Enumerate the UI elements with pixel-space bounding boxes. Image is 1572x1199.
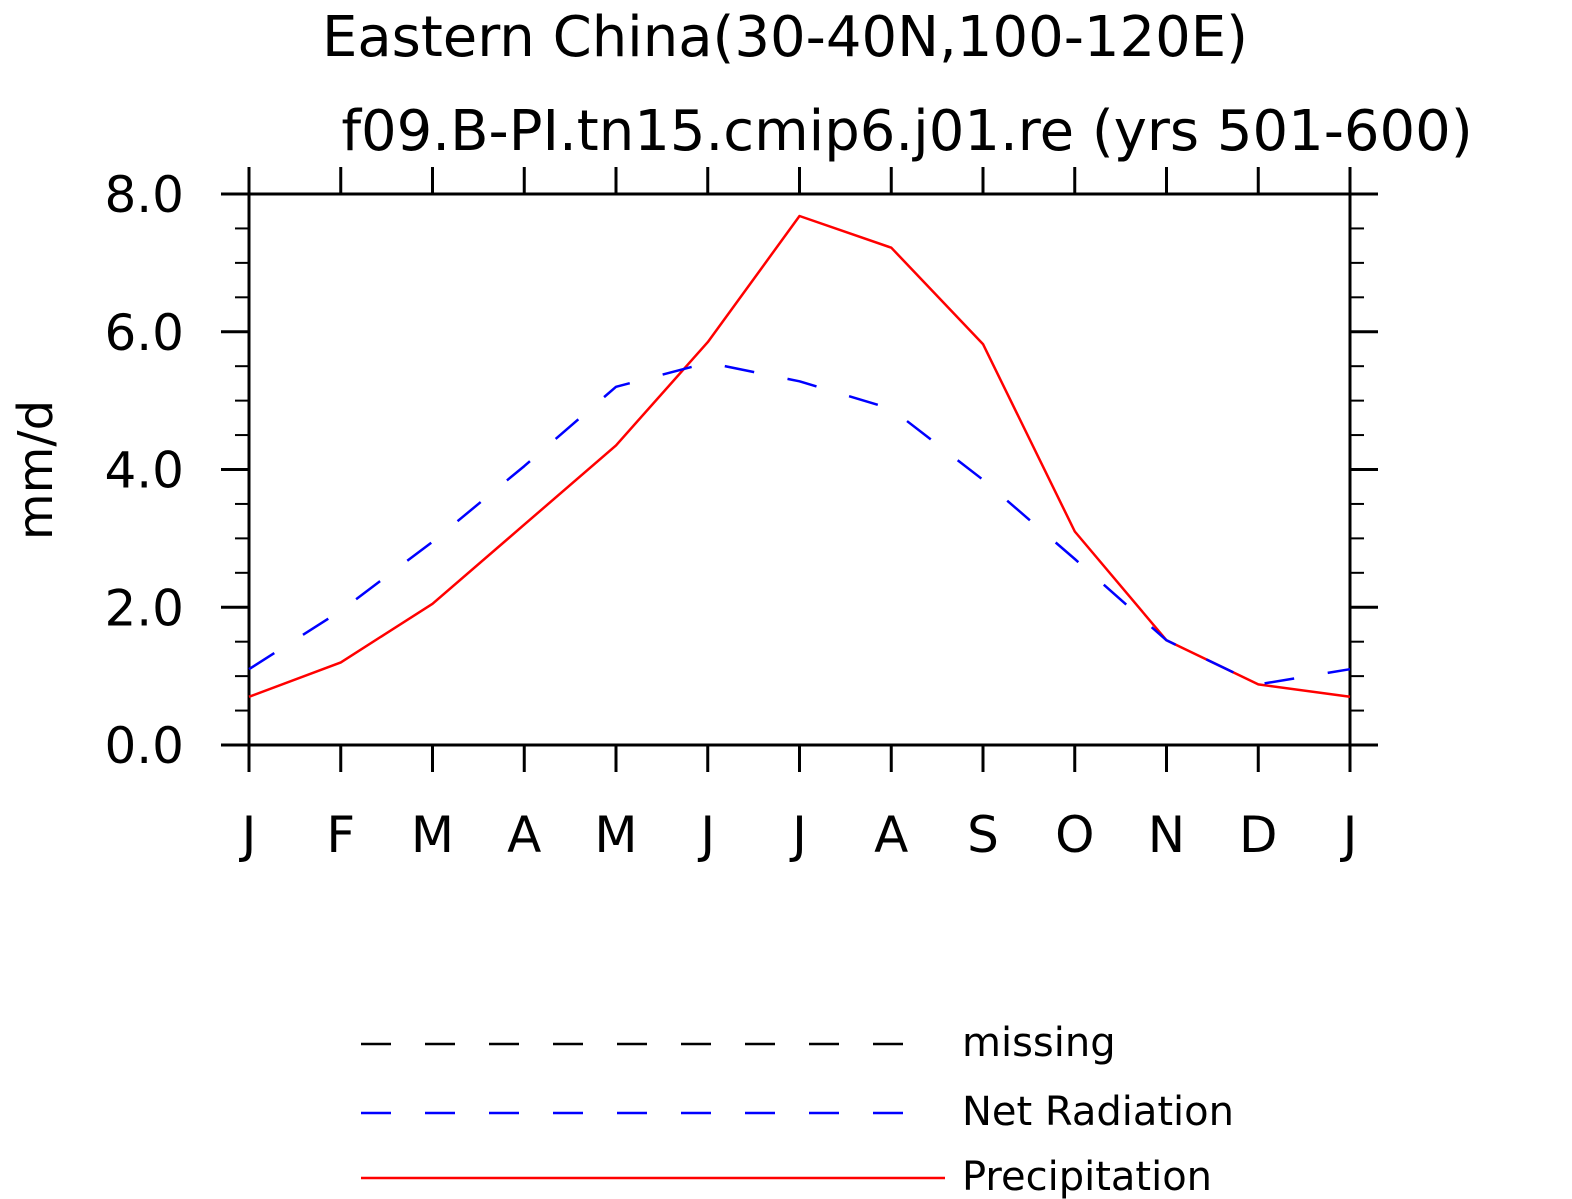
y-tick-label: 6.0 (104, 304, 184, 362)
y-tick-label: 4.0 (104, 442, 184, 500)
chart-subtitle: f09.B-PI.tn15.cmip6.j01.re (yrs 501-600) (341, 99, 1472, 164)
x-tick-label: S (967, 806, 999, 864)
x-tick-label: A (507, 806, 541, 864)
x-tick-label: O (1055, 806, 1094, 864)
x-tick-label: N (1148, 806, 1185, 864)
x-tick-label: F (326, 806, 355, 864)
x-tick-label: J (697, 806, 715, 864)
legend: missing Net Radiation Precipitation (361, 1020, 1234, 1199)
legend-label: missing (962, 1020, 1116, 1066)
x-tick-label: M (594, 806, 637, 864)
x-tick-label: M (411, 806, 454, 864)
x-tick-label: J (789, 806, 807, 864)
y-tick-label: 8.0 (104, 166, 184, 224)
x-tick-label: A (874, 806, 908, 864)
x-tick-label: J (1340, 806, 1358, 864)
series-line-precipitation (248, 214, 1351, 699)
y-tick-label: 2.0 (104, 579, 184, 637)
chart-title: Eastern China(30-40N,100-120E) (322, 5, 1248, 70)
y-axis-label: mm/d (8, 400, 64, 540)
legend-label: Precipitation (962, 1154, 1212, 1199)
series-line-net-radiation (248, 361, 1351, 686)
x-tick-label: D (1239, 806, 1278, 864)
plot-frame (247, 192, 1352, 747)
x-tick-label: J (239, 806, 257, 864)
legend-label: Net Radiation (962, 1089, 1234, 1135)
y-tick-label: 0.0 (104, 717, 184, 775)
plot-area: J F M A M J J A S O N D J0.02.04.06.08.0 (104, 166, 1378, 864)
